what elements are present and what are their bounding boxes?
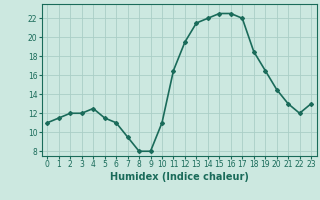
- X-axis label: Humidex (Indice chaleur): Humidex (Indice chaleur): [110, 172, 249, 182]
